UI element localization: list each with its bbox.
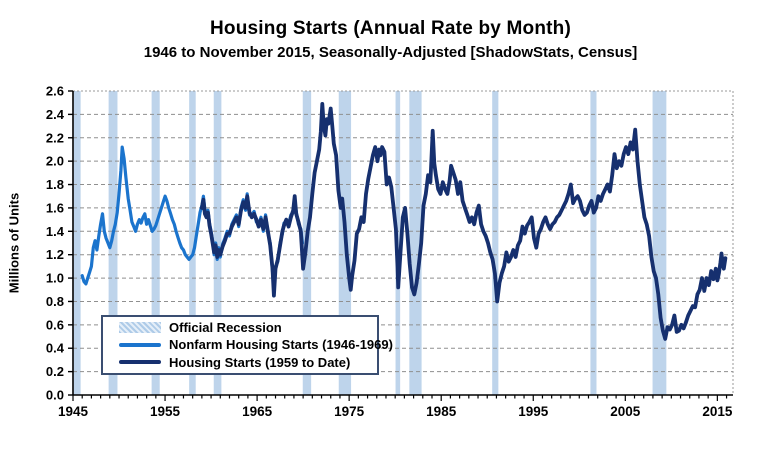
- recession-band: [189, 91, 196, 395]
- recession-band: [590, 91, 597, 395]
- y-tick-label: 2.6: [46, 84, 64, 99]
- y-tick-label: 1.8: [46, 177, 64, 192]
- y-tick-label: 2.2: [46, 130, 64, 145]
- y-tick-label: 0.4: [46, 341, 65, 356]
- legend-item-nonfarm: Nonfarm Housing Starts (1946-1969): [107, 336, 393, 353]
- x-tick-label: 1965: [242, 404, 273, 419]
- chart-title: Housing Starts (Annual Rate by Month): [209, 18, 571, 39]
- y-tick-label: 1.6: [46, 200, 64, 215]
- x-tick-label: 1945: [58, 404, 89, 419]
- legend-box: Official Recession Nonfarm Housing Start…: [101, 315, 393, 375]
- recession-band-swatch: [119, 322, 161, 334]
- y-tick-label: 0.8: [46, 294, 64, 309]
- legend-label: Housing Starts (1959 to Date): [169, 354, 351, 370]
- x-tick-label: 1955: [150, 404, 181, 419]
- series-line-total: [199, 102, 728, 341]
- recession-band: [492, 91, 499, 395]
- legend-item-total: Housing Starts (1959 to Date): [107, 354, 373, 371]
- y-tick-label: 0.0: [46, 388, 64, 403]
- x-tick-label: 2005: [610, 404, 641, 419]
- y-tick-label: 0.2: [46, 364, 64, 379]
- y-tick-label: 1.2: [46, 247, 64, 262]
- recession-band: [151, 91, 160, 395]
- y-tick-label: 2.0: [46, 154, 64, 169]
- x-tick-label: 1975: [334, 404, 365, 419]
- recession-band: [108, 91, 118, 395]
- legend-item-recession: Official Recession: [107, 319, 373, 336]
- y-tick-label: 1.4: [46, 224, 65, 239]
- legend-label: Nonfarm Housing Starts (1946-1969): [169, 337, 393, 353]
- chart-subtitle: 1946 to November 2015, Seasonally-Adjust…: [143, 44, 638, 61]
- y-tick-label: 0.6: [46, 317, 64, 332]
- x-tick-label: 2015: [702, 404, 733, 419]
- y-tick-label: 1.0: [46, 271, 64, 286]
- recession-band: [409, 91, 422, 395]
- legend-label: Official Recession: [169, 320, 282, 336]
- y-tick-label: 2.4: [46, 107, 65, 122]
- x-tick-label: 1985: [426, 404, 457, 419]
- recession-band: [73, 91, 81, 395]
- total-line-swatch: [119, 360, 161, 365]
- recession-band: [652, 91, 667, 395]
- nonfarm-line-swatch: [119, 342, 161, 347]
- x-tick-label: 1995: [518, 404, 549, 419]
- recession-band: [213, 91, 222, 395]
